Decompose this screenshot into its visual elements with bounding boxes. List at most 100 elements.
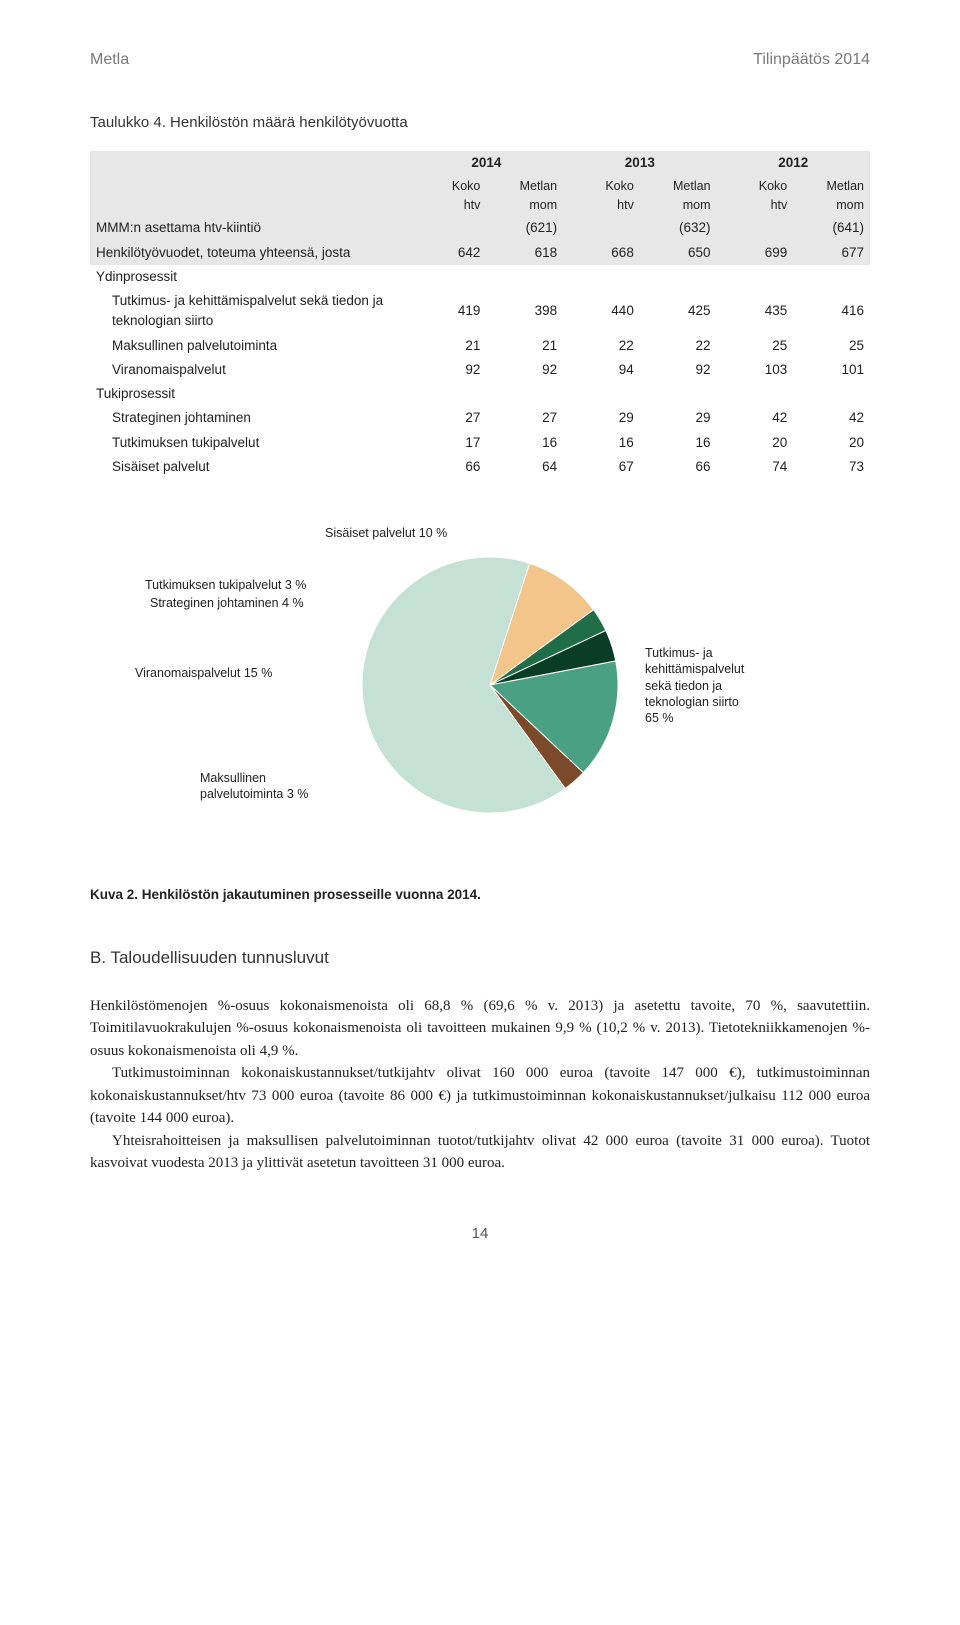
pie-slice-label: Tutkimus- jakehittämispalvelutsekä tiedo… — [645, 645, 744, 726]
table-cell: 92 — [410, 358, 487, 382]
body-text: Henkilöstömenojen %-osuus kokonaismenois… — [90, 995, 870, 1175]
table-cell: 16 — [486, 431, 563, 455]
table-cell — [717, 216, 794, 240]
row-label: MMM:n asettama htv-kiintiö — [90, 216, 410, 240]
row-label: Tutkimus- ja kehittämispalvelut sekä tie… — [90, 289, 410, 334]
table-cell: 29 — [563, 406, 640, 430]
table-cell: 22 — [563, 334, 640, 358]
row-label: Sisäiset palvelut — [90, 455, 410, 479]
row-label: Henkilötyövuodet, toteuma yhteensä, jost… — [90, 241, 410, 265]
table-cell: 92 — [640, 358, 717, 382]
table-cell: 398 — [486, 289, 563, 334]
year-label: 2012 — [717, 151, 870, 175]
col-sub-label: Kokohtv — [563, 175, 640, 217]
table-cell — [793, 382, 870, 406]
table-cell — [410, 216, 487, 240]
year-label: 2013 — [563, 151, 716, 175]
table-row: MMM:n asettama htv-kiintiö (621) (632) (641… — [90, 216, 870, 240]
table-cell: 20 — [793, 431, 870, 455]
table-cell: 74 — [717, 455, 794, 479]
staff-table: 201420132012KokohtvMetlanmomKokohtvMetla… — [90, 151, 870, 480]
pie-slice-label: Strateginen johtaminen 4 % — [150, 595, 304, 611]
row-label: Strateginen johtaminen — [90, 406, 410, 430]
table-cell — [563, 265, 640, 289]
table-title: Taulukko 4. Henkilöstön määrä henkilötyö… — [90, 112, 870, 135]
pie-chart-block: Sisäiset palvelut 10 %Tutkimuksen tukipa… — [90, 525, 870, 855]
table-cell: 416 — [793, 289, 870, 334]
col-sub-label: Metlanmom — [640, 175, 717, 217]
row-label: Viranomaispalvelut — [90, 358, 410, 382]
table-cell: 425 — [640, 289, 717, 334]
table-cell: 699 — [717, 241, 794, 265]
table-cell: 29 — [640, 406, 717, 430]
table-cell — [486, 382, 563, 406]
table-cell — [410, 265, 487, 289]
pie-slice-label: Viranomaispalvelut 15 % — [135, 665, 272, 681]
table-row: Tutkimuksen tukipalvelut171616162020 — [90, 431, 870, 455]
body-paragraph: Tutkimustoiminnan kokonaiskustannukset/t… — [90, 1062, 870, 1130]
table-cell: 64 — [486, 455, 563, 479]
table-row: Tukiprosessit — [90, 382, 870, 406]
table-cell — [793, 265, 870, 289]
table-row: Strateginen johtaminen272729294242 — [90, 406, 870, 430]
table-cell: 101 — [793, 358, 870, 382]
table-cell: 16 — [563, 431, 640, 455]
table-row: Sisäiset palvelut666467667473 — [90, 455, 870, 479]
table-cell: 21 — [410, 334, 487, 358]
table-cell: 66 — [640, 455, 717, 479]
pie-slice-label: Tutkimuksen tukipalvelut 3 % — [145, 577, 306, 593]
table-cell: 92 — [486, 358, 563, 382]
table-cell: 27 — [486, 406, 563, 430]
col-sub-label: Metlanmom — [486, 175, 563, 217]
table-cell: 16 — [640, 431, 717, 455]
table-cell: 642 — [410, 241, 487, 265]
table-row: Viranomaispalvelut92929492103101 — [90, 358, 870, 382]
table-cell: 677 — [793, 241, 870, 265]
body-paragraph: Henkilöstömenojen %-osuus kokonaismenois… — [90, 995, 870, 1063]
table-row: Maksullinen palvelutoiminta212122222525 — [90, 334, 870, 358]
table-cell: (632) — [640, 216, 717, 240]
table-cell: 73 — [793, 455, 870, 479]
table-cell — [563, 382, 640, 406]
col-sub-label: Kokohtv — [717, 175, 794, 217]
page-number: 14 — [90, 1223, 870, 1246]
row-label: Tutkimuksen tukipalvelut — [90, 431, 410, 455]
table-cell — [640, 382, 717, 406]
table-cell: 20 — [717, 431, 794, 455]
table-cell: 17 — [410, 431, 487, 455]
row-label: Maksullinen palvelutoiminta — [90, 334, 410, 358]
table-cell: 25 — [717, 334, 794, 358]
table-cell: 103 — [717, 358, 794, 382]
table-cell: 67 — [563, 455, 640, 479]
table-cell — [410, 382, 487, 406]
page-header: Metla Tilinpäätös 2014 — [90, 48, 870, 72]
header-left: Metla — [90, 48, 129, 72]
body-paragraph: Yhteisrahoitteisen ja maksullisen palvel… — [90, 1130, 870, 1175]
table-row: Ydinprosessit — [90, 265, 870, 289]
table-row: Henkilötyövuodet, toteuma yhteensä, jost… — [90, 241, 870, 265]
table-cell: 27 — [410, 406, 487, 430]
pie-chart — [360, 555, 620, 815]
col-sub-label: Kokohtv — [410, 175, 487, 217]
table-cell: 650 — [640, 241, 717, 265]
table-cell: 21 — [486, 334, 563, 358]
col-sub-label: Metlanmom — [793, 175, 870, 217]
table-cell — [717, 382, 794, 406]
row-label: Ydinprosessit — [90, 265, 410, 289]
header-right: Tilinpäätös 2014 — [753, 48, 870, 72]
table-cell — [563, 216, 640, 240]
table-cell: 435 — [717, 289, 794, 334]
section-b-heading: B. Taloudellisuuden tunnusluvut — [90, 945, 870, 971]
table-cell — [640, 265, 717, 289]
table-cell: 25 — [793, 334, 870, 358]
table-cell: 42 — [793, 406, 870, 430]
row-label: Tukiprosessit — [90, 382, 410, 406]
year-label: 2014 — [410, 151, 563, 175]
table-cell: (641) — [793, 216, 870, 240]
table-cell — [486, 265, 563, 289]
table-cell: (621) — [486, 216, 563, 240]
table-cell: 94 — [563, 358, 640, 382]
table-row: Tutkimus- ja kehittämispalvelut sekä tie… — [90, 289, 870, 334]
figure-caption: Kuva 2. Henkilöstön jakautuminen prosess… — [90, 885, 870, 905]
table-cell: 22 — [640, 334, 717, 358]
